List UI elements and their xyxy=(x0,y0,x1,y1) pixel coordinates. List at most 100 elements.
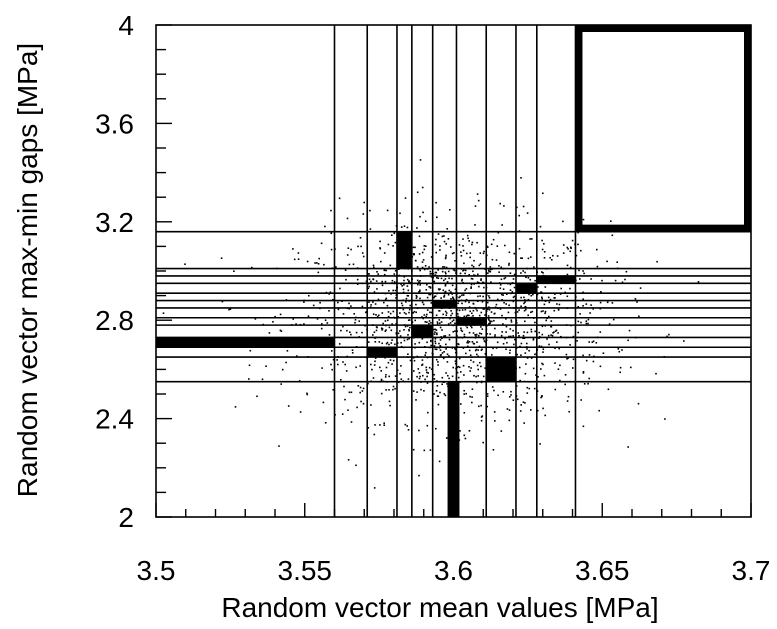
data-point xyxy=(429,311,431,314)
data-point xyxy=(401,285,403,287)
data-point xyxy=(419,159,422,161)
data-point xyxy=(499,284,502,286)
data-point xyxy=(547,296,550,299)
data-point xyxy=(426,375,428,378)
data-point xyxy=(489,266,492,268)
data-point xyxy=(220,257,223,259)
data-point xyxy=(478,332,481,335)
data-point xyxy=(442,357,445,360)
data-point xyxy=(588,341,590,343)
data-point xyxy=(508,304,510,307)
data-point xyxy=(268,332,271,334)
data-point xyxy=(543,374,546,377)
data-point xyxy=(486,333,488,335)
data-point xyxy=(440,321,443,323)
data-point xyxy=(468,274,470,276)
data-point xyxy=(471,326,473,329)
data-point xyxy=(407,295,410,297)
data-point xyxy=(527,298,530,301)
data-point xyxy=(442,313,444,316)
data-point xyxy=(434,274,437,276)
data-point xyxy=(460,327,462,330)
data-point xyxy=(354,319,357,321)
data-point xyxy=(503,205,505,207)
data-point xyxy=(376,315,379,318)
data-point xyxy=(580,249,582,252)
data-point xyxy=(443,393,446,395)
data-point xyxy=(377,298,380,301)
data-point xyxy=(448,334,451,336)
data-point xyxy=(371,368,373,371)
data-point xyxy=(452,296,454,299)
data-point xyxy=(370,304,372,306)
data-point xyxy=(508,264,510,266)
data-point xyxy=(441,376,444,379)
data-point xyxy=(589,312,591,314)
data-point xyxy=(476,364,479,367)
data-point xyxy=(441,270,444,273)
data-point xyxy=(424,220,427,223)
data-point xyxy=(572,335,575,338)
data-point xyxy=(454,260,456,262)
data-point xyxy=(607,388,610,391)
data-point xyxy=(434,338,437,340)
data-point xyxy=(496,341,499,344)
data-point xyxy=(599,301,602,304)
data-point xyxy=(340,329,342,332)
data-point xyxy=(525,363,527,365)
data-point xyxy=(599,307,602,310)
data-point xyxy=(471,312,473,315)
data-point xyxy=(374,424,376,426)
data-point xyxy=(530,330,533,333)
data-point xyxy=(477,368,479,371)
data-point xyxy=(429,287,432,289)
data-point xyxy=(538,345,541,347)
data-point xyxy=(381,329,383,331)
data-point xyxy=(430,368,433,370)
x-tick-label: 3.55 xyxy=(278,555,333,586)
data-point xyxy=(445,272,447,275)
data-point xyxy=(560,287,562,290)
data-point xyxy=(530,311,532,314)
data-point xyxy=(599,365,602,368)
data-point xyxy=(588,377,590,380)
data-point xyxy=(389,264,392,267)
data-point xyxy=(504,276,507,279)
data-point xyxy=(510,394,512,396)
data-point xyxy=(427,372,429,374)
data-point xyxy=(342,313,345,315)
data-point xyxy=(402,288,405,291)
data-point xyxy=(520,272,522,274)
data-point xyxy=(484,314,486,316)
data-point xyxy=(500,334,503,337)
data-point xyxy=(482,252,485,255)
data-point xyxy=(541,333,544,336)
data-point xyxy=(486,405,488,408)
data-point xyxy=(621,349,623,351)
data-point xyxy=(448,377,450,380)
data-point xyxy=(330,363,332,366)
data-point xyxy=(457,365,460,368)
data-point xyxy=(405,297,408,300)
data-point xyxy=(585,322,588,325)
data-point xyxy=(511,291,514,293)
data-point xyxy=(473,374,475,377)
data-point xyxy=(425,315,427,318)
data-point xyxy=(350,421,353,423)
data-point xyxy=(390,342,393,344)
data-point xyxy=(469,354,472,356)
axis-ticks xyxy=(155,24,752,518)
data-point xyxy=(358,320,360,322)
data-point xyxy=(306,393,309,396)
data-point xyxy=(380,378,383,381)
data-point xyxy=(528,349,530,352)
data-point xyxy=(444,284,447,286)
data-point xyxy=(582,371,585,373)
data-point xyxy=(513,252,516,255)
data-point xyxy=(392,289,394,292)
data-point xyxy=(564,383,566,386)
data-point xyxy=(375,329,378,332)
data-point xyxy=(505,331,507,333)
data-point xyxy=(443,335,445,337)
data-point xyxy=(434,342,437,345)
